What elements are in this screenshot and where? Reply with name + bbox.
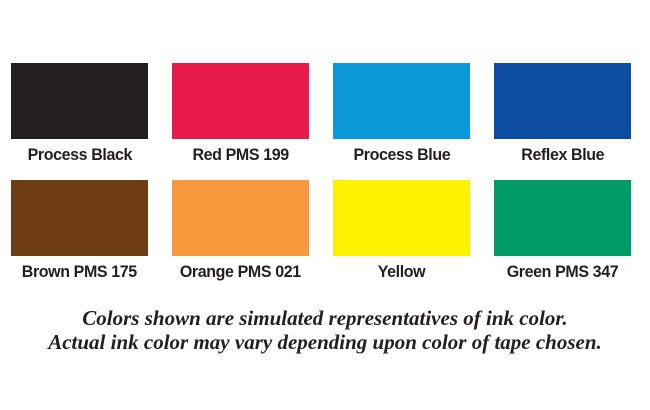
swatch-label-orange-pms-021: Orange PMS 021 — [180, 263, 301, 281]
color-swatch-grid: Process Black Red PMS 199 Process Blue R… — [11, 63, 631, 297]
swatch-label-brown-pms-175: Brown PMS 175 — [21, 263, 138, 281]
swatch-cell-reflex-blue: Reflex Blue — [494, 63, 631, 180]
swatch-label-green-pms-347: Green PMS 347 — [506, 263, 619, 281]
swatch-cell-brown-pms-175: Brown PMS 175 — [11, 180, 148, 297]
swatch-cell-yellow: Yellow — [333, 180, 470, 297]
color-swatch-yellow — [333, 180, 470, 256]
swatch-cell-process-blue: Process Blue — [333, 63, 470, 180]
color-swatch-reflex-blue — [494, 63, 631, 139]
disclaimer-line-2: Actual ink color may vary depending upon… — [48, 330, 602, 354]
color-swatch-red-pms-199 — [172, 63, 309, 139]
swatch-label-red-pms-199: Red PMS 199 — [192, 146, 289, 164]
ink-color-disclaimer: Colors shown are simulated representativ… — [0, 306, 650, 354]
disclaimer-line-1: Colors shown are simulated representativ… — [82, 306, 568, 330]
swatch-label-process-blue: Process Blue — [353, 146, 450, 164]
swatch-label-yellow: Yellow — [377, 263, 426, 281]
swatch-cell-process-black: Process Black — [11, 63, 148, 180]
swatch-cell-red-pms-199: Red PMS 199 — [172, 63, 309, 180]
color-swatch-brown-pms-175 — [11, 180, 148, 256]
swatch-label-process-black: Process Black — [27, 146, 132, 164]
swatch-cell-green-pms-347: Green PMS 347 — [494, 180, 631, 297]
swatch-label-reflex-blue: Reflex Blue — [521, 146, 604, 164]
color-swatch-green-pms-347 — [494, 180, 631, 256]
color-swatch-orange-pms-021 — [172, 180, 309, 256]
color-swatch-process-blue — [333, 63, 470, 139]
swatch-cell-orange-pms-021: Orange PMS 021 — [172, 180, 309, 297]
color-swatch-process-black — [11, 63, 148, 139]
